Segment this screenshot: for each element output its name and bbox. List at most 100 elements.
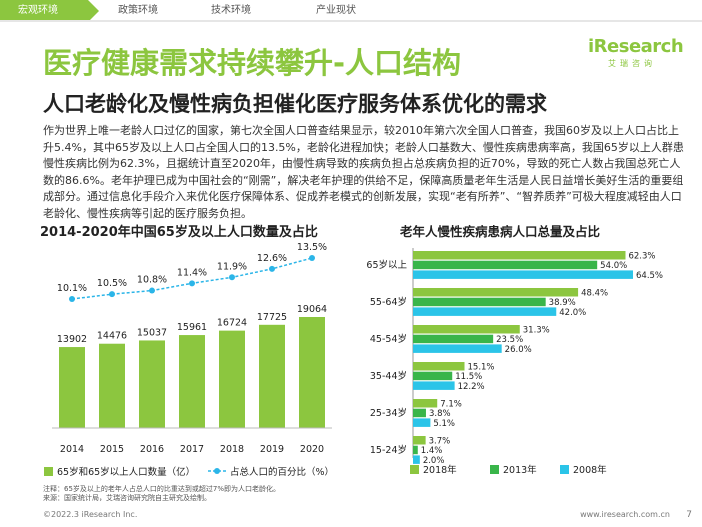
- bar-2018年-25-34岁: [413, 399, 438, 408]
- bar-2013年-45-54岁: [413, 334, 494, 344]
- bar-label-2018年-25-34岁: 7.1%: [440, 400, 462, 410]
- bar-label-2008年-35-44岁: 12.2%: [458, 382, 485, 392]
- bar-2008年-35-44岁: [413, 381, 455, 390]
- y-tick-65岁以上: 65岁以上: [366, 259, 407, 271]
- legend-label-2013年: 2013年: [503, 464, 537, 476]
- x-tick-2014: 2014: [60, 444, 84, 455]
- chart-notes: 注释：65岁及以上的老年人占总人口的比重达到或超过7%即为人口老龄化。 来源：国…: [43, 485, 663, 503]
- bar-2018: [219, 330, 245, 428]
- logo-cn: 艾瑞咨询: [608, 59, 656, 68]
- legend-label-2008年: 2008年: [573, 464, 607, 476]
- footer-copyright: ©2022.3 iResearch Inc.: [43, 510, 138, 519]
- y-tick-25-34岁: 25-34岁: [370, 407, 407, 419]
- page-title: 医疗健康需求持续攀升-人口结构: [43, 46, 462, 80]
- bar-2008年-45-54岁: [413, 344, 502, 353]
- bar-label-2018年-55-64岁: 48.4%: [581, 289, 608, 299]
- pct-label-2014: 10.1%: [57, 283, 87, 294]
- legend-swatch-2013年: [490, 465, 499, 474]
- pct-point-2017: [189, 280, 195, 287]
- bar-label-2015: 14476: [97, 331, 127, 342]
- pct-point-2018: [229, 274, 235, 281]
- bar-2013年-25-34岁: [413, 408, 426, 418]
- bar-2013年-35-44岁: [413, 371, 453, 381]
- y-tick-35-44岁: 35-44岁: [370, 370, 407, 382]
- intro-paragraph: 作为世界上唯一老龄人口过亿的国家，第七次全国人口普查结果显示，较2010年第六次…: [43, 124, 684, 220]
- pct-point-2019: [269, 265, 275, 272]
- tab-bar-rule: [403, 0, 702, 22]
- bar-label-2018年-65岁以上: 62.3%: [628, 252, 655, 262]
- tab-macro-environment[interactable]: 宏观环境: [0, 0, 99, 22]
- bar-2008年-15-24岁: [413, 455, 420, 464]
- bar-label-2018年-15-24岁: 3.7%: [429, 437, 451, 447]
- bar-2013年-55-64岁: [413, 297, 546, 307]
- bar-label-2017: 15961: [177, 322, 207, 333]
- pct-point-2015: [109, 291, 115, 298]
- y-tick-55-64岁: 55-64岁: [370, 296, 407, 308]
- bar-label-2008年-45-54岁: 26.0%: [505, 345, 532, 355]
- note-text: 注释：65岁及以上的老年人占总人口的比重达到或超过7%即为人口老龄化。: [43, 485, 281, 493]
- pct-label-2017: 11.4%: [177, 267, 207, 278]
- bar-label-2013年-25-34岁: 3.8%: [429, 409, 451, 419]
- chronic-disease-chart: 老年人慢性疾病患病人口总量及占比 65岁以上 62.3%54.0% 64.5% 55-6…: [366, 224, 663, 476]
- bar-label-2013年-15-24岁: 1.4%: [421, 446, 443, 456]
- bar-2018年-55-64岁: [413, 288, 579, 297]
- pct-label-2019: 12.6%: [257, 253, 287, 264]
- bar-2017: [179, 335, 205, 428]
- legend-swatch-2008年: [560, 465, 569, 474]
- page-footer: ©2022.3 iResearch Inc. www.iresearch.com…: [43, 510, 688, 519]
- bar-label-2019: 17725: [257, 312, 287, 323]
- bar-label-2013年-55-64岁: 38.9%: [549, 298, 576, 308]
- pct-label-2020: 13.5%: [297, 242, 327, 253]
- bar-2020: [299, 317, 325, 428]
- bar-2018年-65岁以上: [413, 251, 626, 260]
- x-tick-2018: 2018: [220, 444, 244, 455]
- bar-2008年-25-34岁: [413, 418, 431, 427]
- bar-label-2008年-55-64岁: 42.0%: [559, 308, 586, 318]
- tab-policy-environment[interactable]: 政策环境: [88, 0, 193, 22]
- tab-technology-environment[interactable]: 技术环境: [193, 0, 298, 22]
- bar-label-2008年-15-24岁: 2.0%: [423, 456, 445, 466]
- chart-left-title: 2014-2020年中国65岁及以上人口数量及占比: [40, 224, 318, 240]
- legend-label-2018年: 2018年: [423, 464, 457, 476]
- bar-2008年-65岁以上: [413, 270, 633, 279]
- bar-label-2008年-25-34岁: 5.1%: [433, 419, 455, 429]
- x-tick-2015: 2015: [100, 444, 124, 455]
- y-tick-15-24岁: 15-24岁: [370, 444, 407, 456]
- pct-label-2018: 11.9%: [217, 261, 247, 272]
- bar-2008年-55-64岁: [413, 307, 557, 316]
- pct-point-2016: [149, 287, 155, 294]
- x-tick-2019: 2019: [260, 444, 284, 455]
- bar-label-2013年-35-44岁: 11.5%: [455, 372, 482, 382]
- chart-right-title: 老年人慢性疾病患病人口总量及占比: [399, 224, 601, 239]
- x-tick-2017: 2017: [180, 444, 204, 455]
- legend-swatch-2018年: [410, 465, 419, 474]
- legend-line-label: 占总人口的百分比（%）: [230, 466, 334, 478]
- page-subtitle: 人口老龄化及慢性病负担催化医疗服务体系优化的需求: [43, 92, 547, 116]
- y-tick-45-54岁: 45-54岁: [370, 333, 407, 345]
- bar-2018年-15-24岁: [413, 436, 426, 445]
- population-65plus-chart: 2014-2020年中国65岁及以上人口数量及占比 13902 2014 14476 2…: [40, 224, 334, 478]
- source-text: 来源：国家统计局，艾瑞咨询研究院自主研究及绘制。: [43, 494, 211, 502]
- bar-2015: [99, 343, 125, 428]
- bar-2019: [259, 324, 285, 428]
- footer-url[interactable]: www.iresearch.com.cn: [580, 510, 670, 519]
- bar-2018年-45-54岁: [413, 325, 520, 334]
- pct-label-2015: 10.5%: [97, 278, 127, 289]
- top-nav-tabs: 宏观环境 政策环境 技术环境 产业现状: [0, 0, 702, 22]
- x-tick-2020: 2020: [300, 444, 324, 455]
- pct-point-2020: [309, 255, 315, 261]
- bar-2018年-35-44岁: [413, 362, 465, 371]
- bar-label-2018年-35-44岁: 15.1%: [468, 363, 495, 373]
- bar-label-2018: 16724: [217, 318, 247, 329]
- bar-label-2008年-65岁以上: 64.5%: [636, 271, 663, 281]
- bar-label-2018年-45-54岁: 31.3%: [523, 326, 550, 336]
- tab-industry-status[interactable]: 产业现状: [298, 0, 403, 22]
- bar-label-2014: 13902: [57, 334, 87, 345]
- legend-bar-label: 65岁和65岁以上人口数量（亿）: [57, 466, 195, 478]
- bar-label-2020: 19064: [297, 304, 327, 315]
- bar-2013年-65岁以上: [413, 260, 598, 270]
- bar-2014: [59, 347, 85, 428]
- bar-label-2016: 15037: [137, 327, 167, 338]
- legend-bar-swatch: [44, 467, 53, 476]
- bar-label-2013年-45-54岁: 23.5%: [496, 335, 523, 345]
